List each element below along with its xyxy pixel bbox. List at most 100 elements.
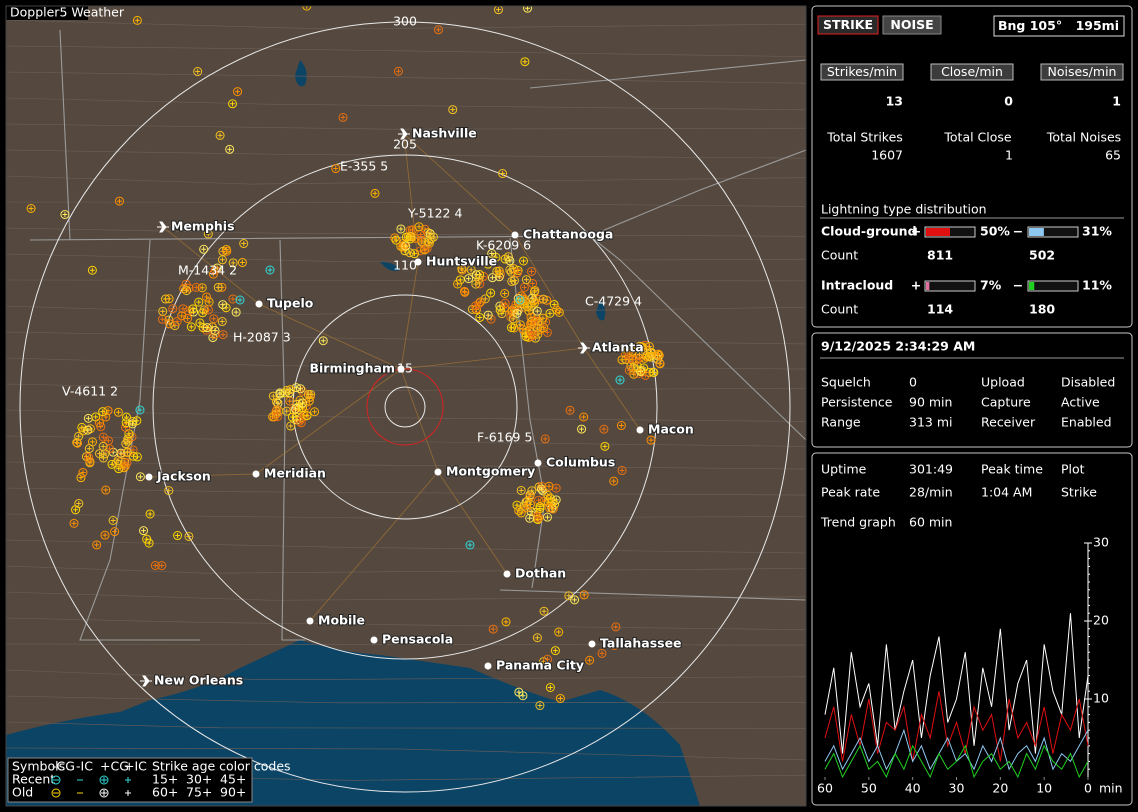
county-line — [6, 591, 806, 601]
strike-symbol — [164, 486, 174, 496]
strike-symbol — [416, 229, 426, 239]
strike-symbol — [527, 486, 537, 496]
rate-header-box — [930, 63, 1014, 81]
strike-button[interactable] — [817, 15, 879, 35]
strike-symbol — [237, 258, 247, 268]
city-dot — [145, 473, 153, 481]
strike-symbol — [191, 282, 201, 292]
strike-symbol — [183, 313, 193, 323]
panel — [811, 452, 1133, 806]
strike-symbol — [285, 396, 295, 406]
city-label: Jackson — [156, 469, 211, 484]
strike-symbol — [495, 305, 505, 315]
state-border — [59, 29, 71, 241]
strike-symbol — [577, 424, 587, 434]
county-line — [6, 253, 806, 262]
strike-symbol — [615, 375, 625, 385]
city-dot — [636, 426, 644, 434]
strike-symbol — [182, 286, 192, 296]
county-line — [6, 71, 806, 84]
strike-symbol — [204, 305, 214, 315]
strike-symbol — [177, 311, 187, 321]
strike-symbol — [466, 265, 476, 275]
strike-symbol — [539, 606, 549, 616]
strike-symbol — [173, 531, 183, 541]
strike-symbol — [303, 389, 313, 399]
strike-symbol — [396, 224, 406, 234]
airport-icon — [398, 128, 410, 140]
legend-age: 15+ — [152, 772, 178, 787]
status-field: Range — [821, 415, 861, 430]
range-label: 205 — [393, 137, 417, 152]
range-label: 110 — [393, 258, 417, 273]
distance: 195mi — [1076, 18, 1119, 33]
strike-symbol — [282, 406, 292, 416]
storm-label: K-6209 6 — [476, 238, 531, 253]
strike-symbol — [132, 452, 142, 462]
total-label: Total Noises — [1046, 130, 1121, 145]
legend-symbol — [51, 775, 61, 785]
county-line — [6, 227, 806, 237]
rate-header: Strikes/min — [827, 64, 897, 79]
strike-symbol — [538, 294, 548, 304]
strike-symbol — [543, 654, 553, 664]
city-dot — [370, 636, 378, 644]
percent-track — [1027, 280, 1079, 292]
county-line — [6, 201, 806, 207]
strike-symbol — [73, 438, 83, 448]
strike-symbol — [210, 325, 220, 335]
legend-symbol — [99, 788, 109, 798]
strike-symbol — [401, 241, 411, 251]
strike-symbol — [518, 324, 528, 334]
strike-symbol — [209, 314, 219, 324]
status-field: 0 — [909, 375, 917, 390]
strike-symbol — [448, 105, 458, 115]
strike-symbol — [465, 540, 475, 550]
strike-symbol — [122, 458, 132, 468]
county-line — [6, 695, 806, 704]
strike-symbol — [296, 384, 306, 394]
city-label: Meridian — [264, 466, 326, 481]
strike-symbol — [544, 481, 554, 491]
strike-symbol — [100, 530, 110, 540]
strike-symbol — [121, 418, 131, 428]
datetime: 9/12/2025 2:34:29 AM — [821, 339, 975, 354]
strike-symbol — [519, 256, 529, 266]
airport-icon — [578, 342, 590, 354]
noise-button-label: NOISE — [890, 17, 933, 32]
trend-field: Peak time — [981, 462, 1043, 477]
strike-symbol — [646, 435, 656, 445]
strike-symbol — [500, 298, 510, 308]
strike-symbol — [409, 249, 419, 259]
strike-symbol — [493, 6, 503, 15]
map-title-bg — [6, 6, 88, 20]
percent-bar — [1029, 282, 1035, 290]
city-label: Birmingham — [310, 361, 396, 376]
strike-symbol — [475, 312, 485, 322]
strike-symbol — [617, 466, 627, 476]
county-line — [6, 721, 806, 729]
county-line — [6, 279, 806, 282]
strike-symbol — [519, 282, 529, 292]
strike-symbol — [60, 210, 70, 220]
strike-symbol — [85, 457, 95, 467]
county-line — [6, 45, 806, 57]
strike-symbol — [217, 317, 227, 327]
strike-symbol — [291, 404, 301, 414]
x-tick-label: 40 — [905, 781, 921, 796]
noise-button[interactable] — [882, 15, 942, 35]
strike-symbol — [298, 403, 308, 413]
strike-symbol — [545, 308, 555, 318]
trend-field: Uptime — [821, 462, 867, 477]
strike-symbol — [624, 365, 634, 375]
strike-symbol — [84, 444, 94, 454]
state-border — [589, 235, 806, 441]
legend-age: 30+ — [186, 772, 212, 787]
rate-value: 0 — [1004, 94, 1013, 109]
strike-symbol — [188, 304, 198, 314]
strike-symbol — [464, 274, 474, 284]
strike-symbol — [145, 509, 155, 519]
strike-symbol — [132, 15, 142, 25]
